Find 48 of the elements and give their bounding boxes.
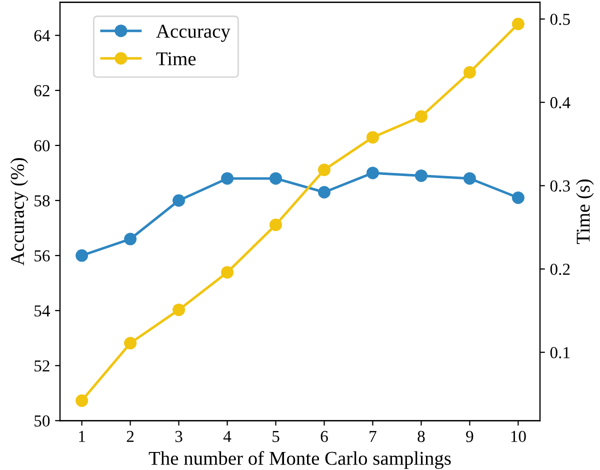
x-tick-label: 8 (418, 430, 425, 442)
y2-tick-label: 0.4 (550, 97, 570, 108)
point (124, 232, 137, 246)
y-tick-label: 56 (34, 250, 50, 262)
x-tick-label: 10 (511, 430, 526, 442)
y-tick-label: 58 (34, 195, 50, 206)
y-axis-title: Accuracy (%) (10, 158, 28, 266)
x-axis-title: The number of Monte Carlo samplings (148, 451, 451, 469)
y-tick-label: 62 (34, 85, 50, 96)
x-tick-label: 3 (175, 430, 182, 442)
point (221, 172, 234, 185)
point (463, 66, 476, 79)
point (366, 131, 379, 144)
y-tick-label: 54 (34, 305, 50, 317)
point (221, 266, 234, 279)
y-tick-label: 52 (34, 360, 50, 372)
x-tick-label: 9 (466, 430, 474, 442)
y2-tick-label: 0.5 (550, 14, 570, 26)
legend-label: Time (156, 52, 196, 66)
point (76, 249, 88, 262)
y-tick-label: 60 (34, 140, 50, 152)
point (318, 164, 330, 176)
y2-axis-title: Time (s) (576, 179, 594, 244)
point (414, 110, 428, 123)
point (172, 194, 186, 207)
point (512, 191, 524, 204)
y-tick-label: 64 (34, 30, 50, 42)
point (366, 166, 379, 180)
x-tick-label: 7 (370, 431, 376, 442)
point (463, 172, 476, 185)
y2-tick-label: 0.1 (550, 347, 570, 358)
point (124, 336, 137, 350)
x-tick-label: 1 (79, 430, 85, 442)
x-tick-label: 5 (272, 431, 280, 442)
point (512, 18, 524, 30)
point (172, 304, 186, 316)
x-tick-label: 6 (320, 430, 328, 442)
legend-label: Accuracy (156, 24, 230, 42)
y2-tick-label: 0.2 (550, 264, 570, 276)
y-tick-label: 50 (34, 415, 50, 427)
point (270, 218, 282, 232)
point (76, 394, 88, 407)
point (318, 186, 330, 198)
x-tick-label: 2 (126, 430, 134, 442)
x-tick-label: 4 (223, 430, 232, 442)
point (270, 172, 282, 185)
y2-tick-label: 0.3 (550, 180, 570, 192)
point (414, 169, 428, 182)
